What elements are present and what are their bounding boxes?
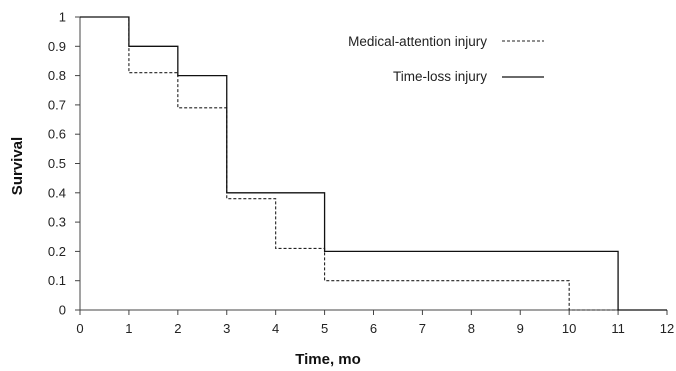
x-tick-label: 10 bbox=[562, 321, 576, 336]
x-axis-title: Time, mo bbox=[295, 351, 361, 368]
x-tick-label: 9 bbox=[517, 321, 524, 336]
legend: Medical-attention injury Time-loss injur… bbox=[348, 34, 544, 84]
tick-group: 0 1 2 3 4 5 6 7 8 9 10 11 1200.10.20.30.40.50.60.70.… bbox=[48, 10, 674, 337]
series-group bbox=[80, 16, 667, 311]
y-tick-label: 0.6 bbox=[48, 127, 66, 142]
series-line-medical-attention-injury bbox=[80, 16, 667, 311]
y-tick-label: 0.3 bbox=[48, 215, 66, 230]
x-tick-label: 1 bbox=[125, 321, 132, 336]
x-tick-label: 4 bbox=[272, 321, 279, 336]
y-tick-label: 0.2 bbox=[48, 244, 66, 259]
x-tick-label: 3 bbox=[223, 321, 230, 336]
x-tick-label: 8 bbox=[468, 321, 475, 336]
x-tick-label: 2 bbox=[174, 321, 181, 336]
y-tick-label: 0.4 bbox=[48, 185, 66, 200]
y-tick-label: 0.8 bbox=[48, 68, 66, 83]
series-line-time-loss-injury bbox=[80, 16, 667, 311]
y-tick-label: 0.5 bbox=[48, 156, 66, 171]
y-tick-label: 1 bbox=[59, 10, 66, 25]
x-tick-label: 7 bbox=[419, 321, 426, 336]
x-tick-label: 12 bbox=[660, 321, 674, 336]
legend-label-medical-attention: Medical-attention injury bbox=[348, 34, 487, 49]
chart-axes bbox=[79, 17, 667, 311]
legend-label-time-loss: Time-loss injury bbox=[393, 69, 487, 84]
y-tick-label: 0.1 bbox=[48, 273, 66, 288]
x-tick-label: 6 bbox=[370, 321, 377, 336]
x-tick-label: 5 bbox=[321, 321, 328, 336]
y-tick-label: 0 bbox=[59, 303, 66, 318]
y-tick-label: 0.9 bbox=[48, 39, 66, 54]
y-tick-label: 0.7 bbox=[48, 97, 66, 112]
y-axis-title: Survival bbox=[9, 137, 26, 195]
x-tick-label: 11 bbox=[611, 321, 625, 336]
x-tick-label: 0 bbox=[76, 321, 83, 336]
